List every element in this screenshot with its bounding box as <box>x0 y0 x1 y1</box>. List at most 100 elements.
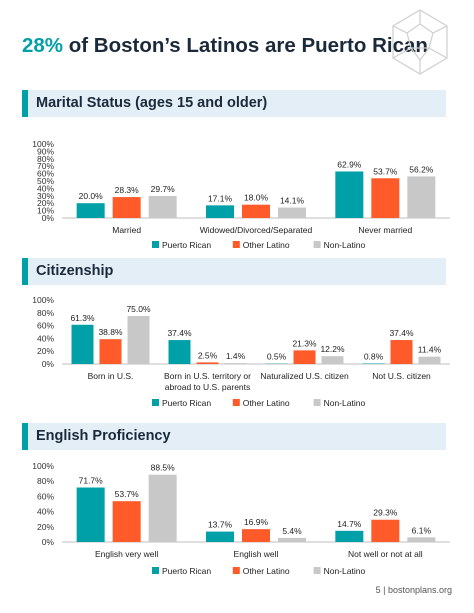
bar <box>371 519 400 542</box>
y-tick-label: 40% <box>37 333 54 343</box>
category-label: English very well <box>95 549 158 559</box>
legend-label: Puerto Rican <box>162 240 211 250</box>
english-proficiency-header: English Proficiency <box>22 423 446 450</box>
category-label: English well <box>234 549 279 559</box>
y-tick-label: 100% <box>32 461 54 471</box>
bar <box>321 356 344 364</box>
y-tick-label: 30% <box>37 191 54 201</box>
data-label: 56.2% <box>409 164 434 174</box>
legend-swatch <box>152 241 159 248</box>
bar <box>390 340 413 364</box>
legend-label: Non-Latino <box>324 240 366 250</box>
data-label: 12.2% <box>320 344 345 354</box>
data-label: 17.1% <box>208 193 233 203</box>
data-label: 53.7% <box>115 489 140 499</box>
data-label: 14.1% <box>280 196 305 206</box>
category-label: Born in U.S. territory or <box>164 371 251 381</box>
y-tick-label: 60% <box>37 169 54 179</box>
bar <box>407 537 436 542</box>
y-tick-label: 60% <box>37 491 54 501</box>
marital-status-chart-svg: 0%10%20%30%40%50%60%70%80%90%100% 20.0% 28… <box>32 139 450 250</box>
bar <box>112 197 141 218</box>
y-tick-label: 0% <box>42 213 55 223</box>
y-tick-label: 0% <box>42 359 55 369</box>
data-label: 75.0% <box>126 304 151 314</box>
y-tick-label: 80% <box>37 154 54 164</box>
bar <box>99 339 122 364</box>
legend-label: Other Latino <box>243 240 290 250</box>
data-label: 88.5% <box>151 463 176 473</box>
bar <box>127 316 150 364</box>
y-tick-label: 70% <box>37 161 54 171</box>
bar <box>71 324 94 364</box>
y-tick-label: 60% <box>37 321 54 331</box>
legend-label: Non-Latino <box>324 398 366 408</box>
header-accent-bar <box>22 90 28 117</box>
data-label: 2.5% <box>198 350 218 360</box>
y-tick-label: 0% <box>42 537 55 547</box>
english-proficiency-chart: 0% 20% 40% 60% 80% 100% 71.7% 53.7% 88.5% English… <box>0 458 474 589</box>
legend-swatch <box>152 399 159 406</box>
data-label: 6.1% <box>412 525 432 535</box>
data-label: 18.0% <box>244 193 269 203</box>
bar <box>371 178 400 218</box>
legend-label: Non-Latino <box>324 566 366 576</box>
data-label: 13.7% <box>208 520 233 530</box>
y-tick-label: 20% <box>37 198 54 208</box>
y-tick-label: 20% <box>37 346 54 356</box>
citizenship-chart-svg: 0% 20% 40% 60% 80% 100% 61.3%38.8% 75.0% Born in… <box>32 295 450 408</box>
y-tick-label: 40% <box>37 507 54 517</box>
header-accent-bar <box>22 423 28 450</box>
category-label: Naturalized U.S. citizen <box>260 371 349 381</box>
y-tick-label: 90% <box>37 146 54 156</box>
bar <box>278 537 306 542</box>
bar <box>293 350 316 364</box>
english-proficiency-title: English Proficiency <box>36 428 171 444</box>
legend-swatch <box>152 567 159 574</box>
data-label: 29.3% <box>373 508 398 518</box>
data-label: 1.4% <box>226 351 246 361</box>
y-tick-label: 80% <box>37 308 54 318</box>
bar <box>242 204 270 218</box>
data-label: 14.7% <box>337 519 362 529</box>
category-label: Born in U.S. <box>88 371 134 381</box>
marital-status-title: Marital Status (ages 15 and older) <box>36 95 268 111</box>
legend-label: Other Latino <box>243 566 290 576</box>
category-label: Not U.S. citizen <box>372 371 431 381</box>
data-label: 71.7% <box>79 476 104 486</box>
data-label: 21.3% <box>292 338 317 348</box>
y-tick-label: 80% <box>37 476 54 486</box>
y-tick-label: 40% <box>37 183 54 193</box>
dodecahedron-icon <box>392 9 448 75</box>
data-label: 61.3% <box>70 313 95 323</box>
legend-swatch <box>232 241 240 248</box>
data-label: 0.5% <box>267 352 287 362</box>
citizenship-title: Citizenship <box>36 263 114 279</box>
data-label: 53.7% <box>373 166 398 176</box>
data-label: 0.8% <box>364 351 384 361</box>
data-label: 20.0% <box>79 191 104 201</box>
bar <box>224 363 247 364</box>
citizenship-header: Citizenship <box>22 258 446 285</box>
page-title: 28% of Boston’s Latinos are Puerto Rican <box>22 34 428 58</box>
legend-swatch <box>232 567 240 574</box>
category-label: Widowed/Divorced/Separated <box>200 225 313 235</box>
bar <box>407 176 436 218</box>
category-label: Never married <box>358 225 412 235</box>
bar <box>242 529 270 542</box>
legend-swatch <box>313 567 321 574</box>
legend-label: Puerto Rican <box>162 566 211 576</box>
bar <box>418 356 441 364</box>
bar <box>148 196 177 218</box>
category-label: Married <box>112 225 141 235</box>
y-tick-label: 10% <box>37 206 54 216</box>
bar <box>112 501 141 542</box>
y-tick-label: 50% <box>37 176 54 186</box>
data-label: 37.4% <box>389 328 414 338</box>
data-label: 11.4% <box>418 345 442 355</box>
legend-swatch <box>232 399 240 406</box>
marital-status-header: Marital Status (ages 15 and older) <box>22 90 446 117</box>
legend-swatch <box>313 399 321 406</box>
data-label: 28.3% <box>115 185 140 195</box>
bar <box>76 487 105 542</box>
